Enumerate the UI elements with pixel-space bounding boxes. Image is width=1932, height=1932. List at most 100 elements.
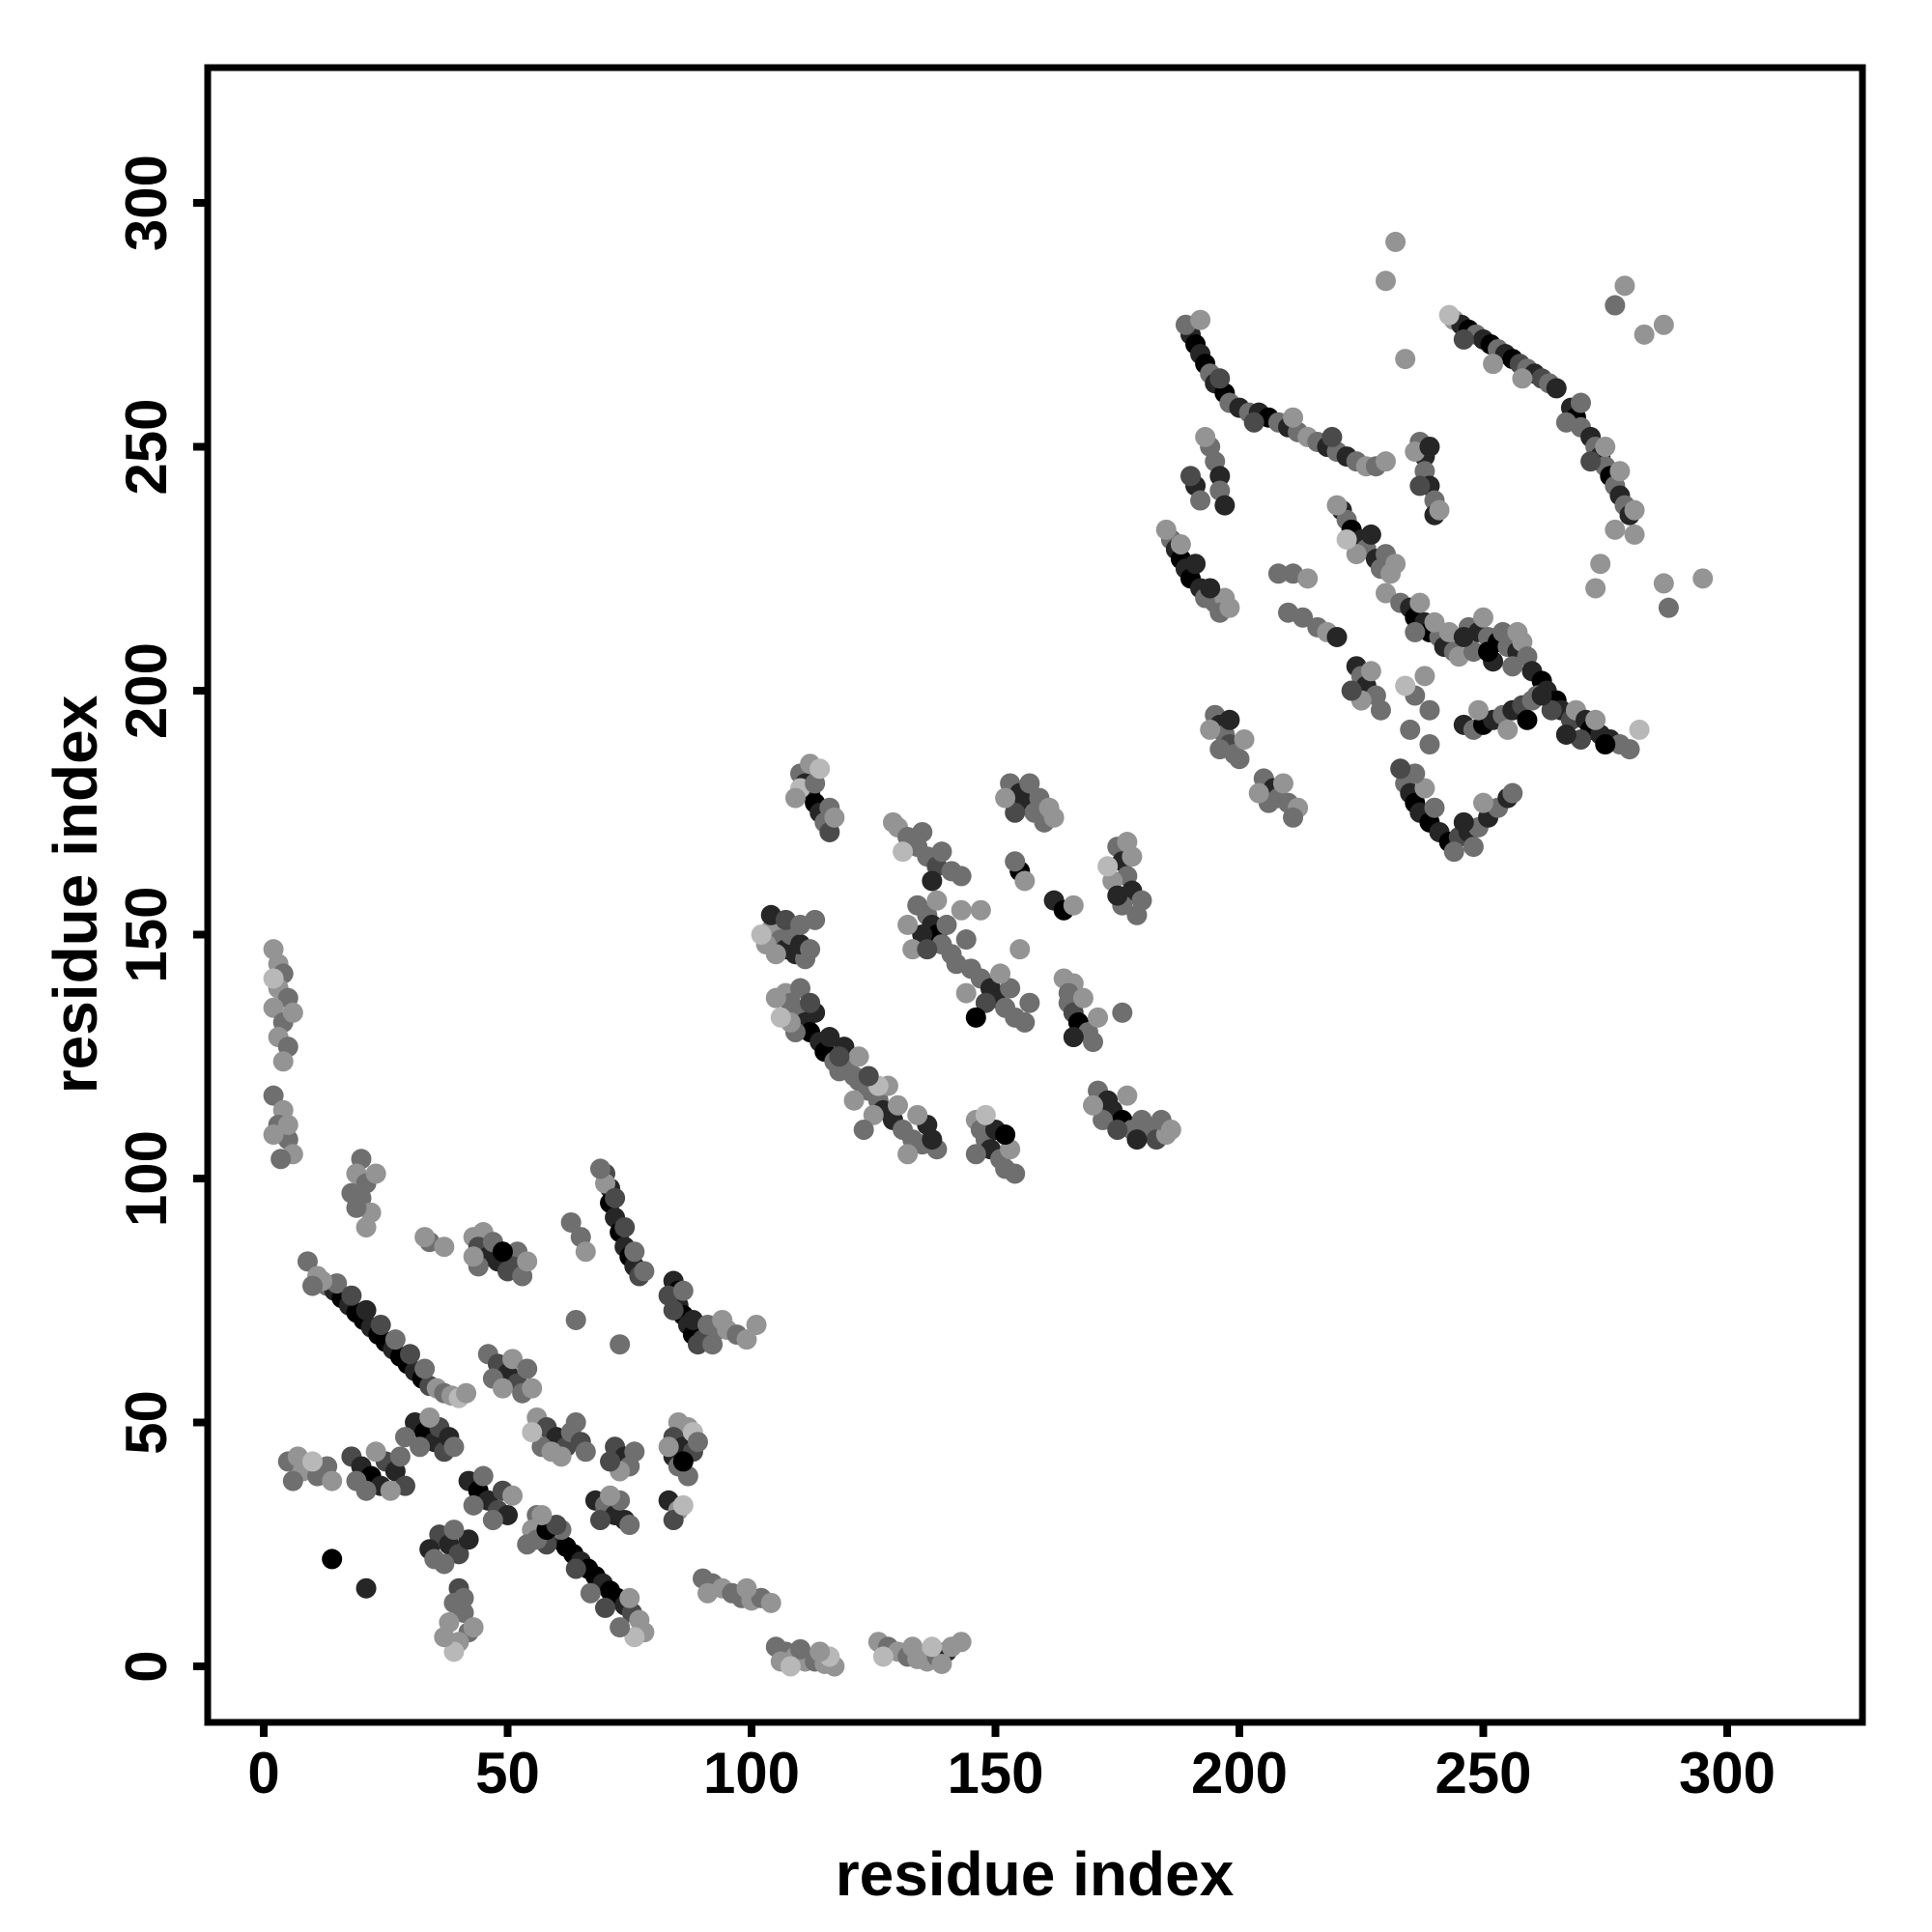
data-point <box>610 1617 631 1638</box>
data-point <box>1497 719 1519 740</box>
data-point <box>672 1280 694 1301</box>
data-point <box>1083 1094 1103 1116</box>
data-point <box>1180 466 1201 487</box>
data-point <box>672 1494 694 1516</box>
data-point <box>1234 729 1255 750</box>
data-point <box>263 1085 284 1106</box>
data-point <box>1107 1120 1128 1140</box>
data-point <box>1429 499 1450 521</box>
data-point <box>1190 309 1211 330</box>
data-point <box>751 924 772 945</box>
data-point <box>1170 534 1191 554</box>
data-point <box>1093 1109 1114 1130</box>
data-point <box>517 1358 538 1379</box>
data-point <box>1555 412 1577 433</box>
data-point <box>902 939 923 960</box>
data-point <box>931 1653 952 1674</box>
data-point <box>589 1510 611 1530</box>
data-point <box>565 1412 586 1433</box>
data-point <box>365 1163 386 1184</box>
x-tick-label: 150 <box>947 1741 1043 1805</box>
data-point <box>1453 328 1474 350</box>
data-point <box>965 1007 986 1028</box>
x-tick-label: 250 <box>1435 1741 1531 1805</box>
data-point <box>1063 1027 1084 1048</box>
data-point <box>443 1520 465 1541</box>
data-point <box>1107 885 1128 906</box>
data-point <box>1473 792 1493 813</box>
data-point <box>882 811 903 833</box>
data-point <box>1595 734 1616 755</box>
data-point <box>770 1007 791 1028</box>
data-point <box>1614 275 1635 297</box>
y-axis-title: residue index <box>41 695 110 1094</box>
data-point <box>463 1246 484 1267</box>
data-point <box>277 1114 298 1135</box>
data-point <box>1571 392 1591 413</box>
data-point <box>1321 426 1343 447</box>
data-point <box>1400 719 1421 740</box>
data-point <box>463 1494 484 1516</box>
data-point <box>1200 719 1221 740</box>
data-point <box>1624 524 1645 545</box>
data-point <box>1014 1011 1036 1033</box>
data-point <box>1248 782 1269 804</box>
data-point <box>1546 378 1567 399</box>
data-point <box>1605 519 1626 540</box>
data-point <box>302 1451 323 1472</box>
data-point <box>951 866 972 887</box>
data-point <box>1419 734 1440 755</box>
data-point <box>1160 1120 1181 1140</box>
data-point <box>1293 607 1314 628</box>
data-point <box>1473 607 1493 628</box>
data-point <box>872 1646 894 1667</box>
data-point <box>414 1227 436 1248</box>
data-point <box>424 1548 445 1570</box>
data-point <box>1005 851 1026 872</box>
data-point <box>595 1597 615 1618</box>
data-point <box>463 1617 484 1638</box>
data-point <box>1219 597 1240 618</box>
data-point <box>1531 685 1552 706</box>
data-point <box>902 1636 923 1658</box>
data-point <box>1155 519 1177 540</box>
data-point <box>1629 719 1650 740</box>
data-point <box>1346 544 1367 565</box>
data-point <box>1195 426 1216 447</box>
data-point <box>1585 578 1606 599</box>
data-point <box>800 939 821 960</box>
data-point <box>1453 811 1474 833</box>
data-point <box>765 987 786 1009</box>
data-point <box>853 1120 874 1140</box>
data-point <box>1214 495 1236 516</box>
data-point <box>1409 592 1431 613</box>
data-point <box>419 1406 440 1428</box>
data-point <box>1419 437 1440 457</box>
y-tick-label: 100 <box>114 1130 179 1227</box>
data-point <box>1609 461 1631 482</box>
data-point <box>492 1241 513 1263</box>
data-point <box>1360 524 1381 545</box>
data-point <box>922 1129 943 1151</box>
y-tick-label: 250 <box>114 398 179 495</box>
data-point <box>1541 699 1562 721</box>
data-point <box>1283 807 1304 828</box>
x-tick-label: 300 <box>1679 1741 1776 1805</box>
data-point <box>912 821 933 842</box>
data-point <box>472 1465 494 1487</box>
data-point <box>263 968 284 989</box>
data-point <box>1595 437 1616 457</box>
data-point <box>531 1504 553 1525</box>
data-point <box>565 1558 586 1579</box>
y-tick-label: 0 <box>114 1650 179 1682</box>
data-point <box>1200 578 1221 599</box>
data-point <box>600 1485 621 1506</box>
data-point <box>624 1441 645 1463</box>
data-point <box>848 1046 869 1067</box>
data-point <box>951 899 972 921</box>
data-point <box>1658 597 1679 618</box>
data-point <box>893 841 914 863</box>
data-point <box>746 1315 767 1335</box>
data-point <box>1326 626 1348 647</box>
data-point <box>1360 661 1381 682</box>
